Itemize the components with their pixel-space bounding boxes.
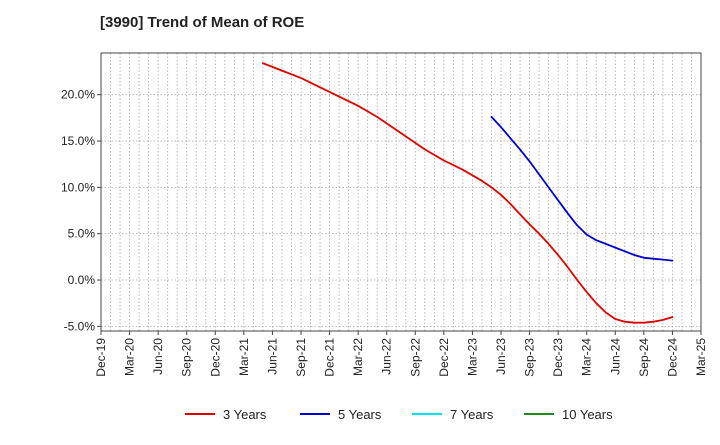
x-tick-label: Dec-22 bbox=[437, 338, 451, 377]
x-tick-label: Mar-25 bbox=[694, 338, 708, 376]
x-tick-label: Jun-21 bbox=[265, 338, 279, 375]
x-tick-label: Jun-22 bbox=[380, 338, 394, 375]
x-tick-label: Dec-23 bbox=[551, 338, 565, 377]
x-tick-label: Dec-24 bbox=[665, 338, 679, 377]
y-tick-label: 10.0% bbox=[61, 180, 95, 194]
x-tick-label: Sep-23 bbox=[523, 338, 537, 377]
y-tick-label: 15.0% bbox=[61, 134, 95, 148]
series-lines bbox=[261, 62, 674, 324]
legend-label: 10 Years bbox=[562, 407, 613, 422]
x-tick-label: Jun-24 bbox=[608, 338, 622, 375]
y-tick-label: 0.0% bbox=[68, 273, 96, 287]
x-tick-label: Mar-20 bbox=[123, 338, 137, 376]
plot-frame bbox=[100, 52, 702, 332]
x-tick-label: Mar-23 bbox=[465, 338, 479, 376]
x-tick-label: Jun-20 bbox=[151, 338, 165, 375]
chart-title: [3990] Trend of Mean of ROE bbox=[100, 14, 305, 31]
series-line-3-years bbox=[261, 62, 674, 324]
x-tick-label: Jun-23 bbox=[494, 338, 508, 375]
legend-label: 3 Years bbox=[223, 407, 267, 422]
x-tick-label: Mar-22 bbox=[351, 338, 365, 376]
x-axis: Dec-19 Mar-20 Jun-20 Sep-20 Dec-20 Mar-21 Jun-… bbox=[94, 331, 708, 377]
legend-item: 7 Years bbox=[412, 407, 494, 422]
y-axis: -5.0% 0.0% 5.0% 10.0% 15.0% 20.0% bbox=[61, 88, 101, 333]
legend-item: 10 Years bbox=[524, 407, 613, 422]
plot-area bbox=[101, 53, 701, 331]
y-tick-label: 20.0% bbox=[61, 88, 95, 102]
x-tick-label: Sep-24 bbox=[637, 338, 651, 377]
x-tick-label: Sep-21 bbox=[294, 338, 308, 377]
legend-item: 3 Years bbox=[185, 407, 267, 422]
x-tick-label: Sep-20 bbox=[180, 338, 194, 377]
legend-label: 7 Years bbox=[450, 407, 494, 422]
legend: 3 Years 5 Years 7 Years 10 Years bbox=[185, 407, 613, 422]
legend-label: 5 Years bbox=[338, 407, 382, 422]
grid-vertical bbox=[110, 53, 692, 331]
series-line-5-years bbox=[490, 116, 674, 262]
y-tick-label: 5.0% bbox=[68, 227, 96, 241]
x-tick-label: Dec-20 bbox=[208, 338, 222, 377]
x-tick-label: Mar-21 bbox=[237, 338, 251, 376]
x-tick-label: Dec-21 bbox=[323, 338, 337, 377]
x-tick-label: Mar-24 bbox=[580, 338, 594, 376]
y-tick-label: -5.0% bbox=[64, 319, 96, 333]
x-tick-label: Sep-22 bbox=[408, 338, 422, 377]
x-tick-label: Dec-19 bbox=[94, 338, 108, 377]
legend-item: 5 Years bbox=[300, 407, 382, 422]
